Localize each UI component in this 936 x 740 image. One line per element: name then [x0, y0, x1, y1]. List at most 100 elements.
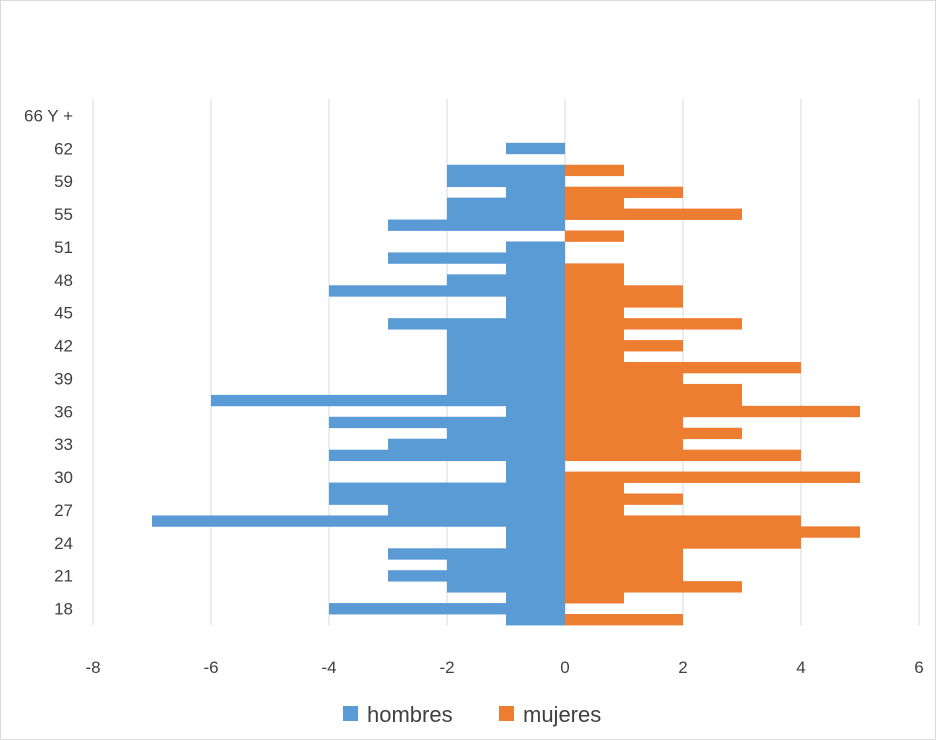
y-tick-label: 45	[54, 304, 73, 323]
y-tick-label: 30	[54, 468, 73, 487]
hombres-bar	[388, 548, 565, 560]
mujeres-bar	[565, 318, 742, 330]
y-tick-label: 27	[54, 501, 73, 520]
y-tick-label: 24	[54, 534, 73, 553]
mujeres-bar	[565, 394, 742, 407]
hombres-bar	[447, 581, 565, 593]
hombres-bar	[506, 263, 565, 275]
y-tick-label: 48	[54, 271, 73, 290]
hombres-bar	[329, 416, 565, 429]
y-tick-label: 55	[54, 205, 73, 224]
hombres-bar	[506, 614, 565, 626]
mujeres-bar	[565, 307, 624, 319]
mujeres-bar	[565, 559, 683, 571]
x-tick-label: -4	[321, 658, 336, 677]
mujeres-bar	[565, 405, 860, 418]
mujeres-bar	[565, 482, 624, 494]
hombres-bar	[329, 482, 565, 494]
y-tick-label: 51	[54, 238, 73, 257]
x-tick-label: 2	[678, 658, 687, 677]
mujeres-bar	[565, 329, 624, 341]
mujeres-bar	[565, 263, 624, 275]
hombres-bar	[152, 515, 565, 527]
x-tick-label: -2	[439, 658, 454, 677]
x-tick-label: 0	[560, 658, 569, 677]
hombres-bar	[329, 603, 565, 615]
hombres-bar	[211, 394, 565, 407]
mujeres-bar	[565, 296, 683, 308]
y-tick-label: 33	[54, 435, 73, 454]
hombres-bar	[388, 252, 565, 264]
hombres-bar	[388, 438, 565, 451]
mujeres-legend-swatch	[499, 706, 514, 721]
mujeres-bar	[565, 351, 624, 363]
hombres-bar	[506, 241, 565, 253]
hombres-bar	[329, 493, 565, 505]
mujeres-bar	[565, 449, 801, 462]
mujeres-bar	[565, 427, 742, 440]
mujeres-bar	[565, 592, 624, 604]
y-tick-label: 18	[54, 600, 73, 619]
hombres-bar	[447, 383, 565, 396]
hombres-bar	[506, 526, 565, 538]
hombres-bar	[447, 164, 565, 177]
hombres-bar	[447, 340, 565, 352]
mujeres-bar	[565, 548, 683, 560]
hombres-bar	[447, 329, 565, 341]
mujeres-bar	[565, 526, 860, 538]
hombres-bar	[447, 427, 565, 440]
y-tick-label: 59	[54, 172, 73, 191]
hombres-bar	[388, 318, 565, 330]
x-tick-label: -6	[203, 658, 218, 677]
mujeres-bar	[565, 515, 801, 527]
hombres-bar	[388, 219, 565, 231]
mujeres-bar	[565, 197, 624, 209]
hombres-bar	[506, 307, 565, 319]
hombres-bar	[447, 559, 565, 571]
hombres-bar	[447, 274, 565, 286]
mujeres-bar	[565, 438, 683, 451]
hombres-bar	[506, 142, 565, 155]
x-tick-label: 4	[796, 658, 805, 677]
hombres-bar	[447, 208, 565, 220]
hombres-bar	[447, 197, 565, 209]
hombres-bar	[447, 362, 565, 374]
mujeres-legend-label: mujeres	[523, 702, 601, 727]
hombres-legend-label: hombres	[367, 702, 453, 727]
hombres-bar	[388, 570, 565, 582]
hombres-bar	[506, 460, 565, 472]
mujeres-bar	[565, 208, 742, 220]
mujeres-bar	[565, 164, 624, 177]
mujeres-bar	[565, 570, 683, 582]
hombres-bar	[506, 186, 565, 199]
hombres-bar	[447, 175, 565, 188]
hombres-bar	[447, 351, 565, 363]
mujeres-bar	[565, 416, 683, 429]
mujeres-bar	[565, 362, 801, 374]
hombres-bar	[506, 296, 565, 308]
mujeres-bar	[565, 285, 683, 297]
hombres-bar	[506, 537, 565, 549]
y-tick-label: 21	[54, 567, 73, 586]
y-tick-label: 62	[54, 139, 73, 158]
hombres-legend-swatch	[343, 706, 358, 721]
hombres-bar	[506, 592, 565, 604]
mujeres-bar	[565, 537, 801, 549]
hombres-bar	[329, 449, 565, 462]
x-tick-label: -8	[85, 658, 100, 677]
y-tick-label: 66 Y +	[24, 106, 73, 125]
mujeres-bar	[565, 340, 683, 352]
mujeres-bar	[565, 581, 742, 593]
hombres-bar	[447, 372, 565, 385]
y-tick-label: 39	[54, 369, 73, 388]
mujeres-bar	[565, 493, 683, 505]
y-tick-label: 42	[54, 337, 73, 356]
mujeres-bar	[565, 372, 683, 385]
mujeres-bar	[565, 504, 624, 516]
hombres-bar	[329, 285, 565, 297]
hombres-bar	[506, 405, 565, 418]
mujeres-bar	[565, 186, 683, 199]
hombres-bar	[506, 471, 565, 483]
